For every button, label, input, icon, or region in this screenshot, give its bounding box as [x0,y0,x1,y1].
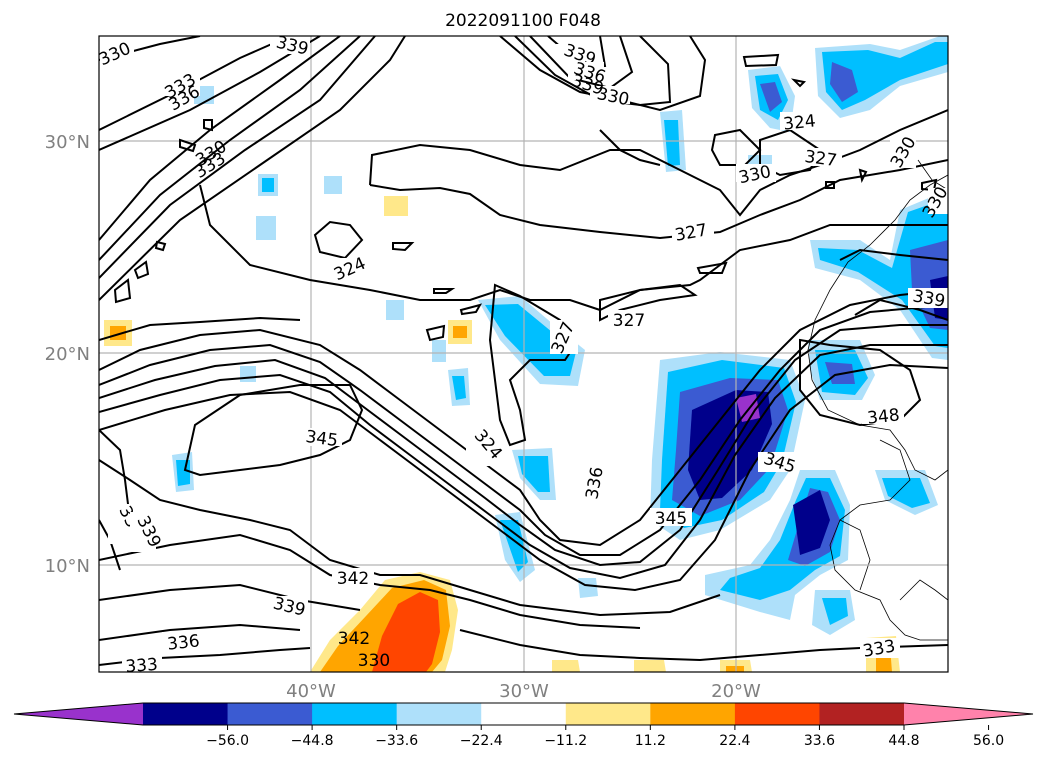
contour-label: 345 [655,509,687,529]
colorbar-label: 33.6 [804,733,835,749]
colorbar-segment [650,703,736,725]
colorbar-segment [565,703,651,725]
colorbar-label: 22.4 [719,733,750,749]
colorbar-label: −11.2 [544,733,587,749]
longitude-labels: 40°W 30°W 20°W [286,681,761,702]
colorbar-label: 11.2 [635,733,666,749]
colorbar-label: −44.8 [291,733,334,749]
contour-label: 342 [338,629,370,649]
colorbar-label: −22.4 [460,733,503,749]
positive-anomaly-shading [104,196,900,672]
colorbar-extend-low [14,703,143,725]
colorbar-segment [819,703,905,725]
colorbar-segment [396,703,482,725]
colorbar-label: 44.8 [888,733,919,749]
contour-label: 339 [274,33,310,60]
contour-label: 342 [337,569,369,589]
contour-label: 327 [613,311,645,331]
colorbar-segment [227,703,313,725]
colorbar-segment [734,703,820,725]
latitude-labels: 30°N 20°N 10°N [45,132,90,577]
lat-label: 30°N [45,132,90,153]
colorbar: −56.0 −44.8 −33.6 −22.4 −11.2 11.2 22.4 33.6 44.… [13,702,1034,749]
contour-label: 333 [125,655,159,677]
colorbar-label: −56.0 [206,733,249,749]
contour-label: 324 [782,111,816,134]
map-title: 2022091100 F048 [445,11,601,31]
contour-label: 345 [304,427,339,451]
contour-label: 327 [803,147,838,171]
lon-label: 20°W [711,681,761,702]
lat-label: 10°N [45,556,90,577]
contour-label: 330 [358,651,390,671]
lon-label: 30°W [499,681,549,702]
contour-lines [99,36,948,666]
colorbar-label: −33.6 [375,733,418,749]
contour-labels: 330 339 333 336 339 330 330 333 336 339 … [99,33,948,677]
colorbar-extend-high [904,703,1033,725]
colorbar-segment [481,703,567,725]
colorbar-outline [13,702,1034,726]
map-panel: 330 339 333 336 339 330 330 333 336 339 … [99,33,948,677]
map-frame [98,35,949,673]
lon-label: 40°W [286,681,336,702]
colorbar-segment [143,703,229,725]
contour-label: 336 [166,631,200,654]
colorbar-segment [312,703,398,725]
colorbar-label: 56.0 [973,733,1004,749]
contour-label: 348 [866,405,900,428]
lat-label: 20°N [45,344,90,365]
